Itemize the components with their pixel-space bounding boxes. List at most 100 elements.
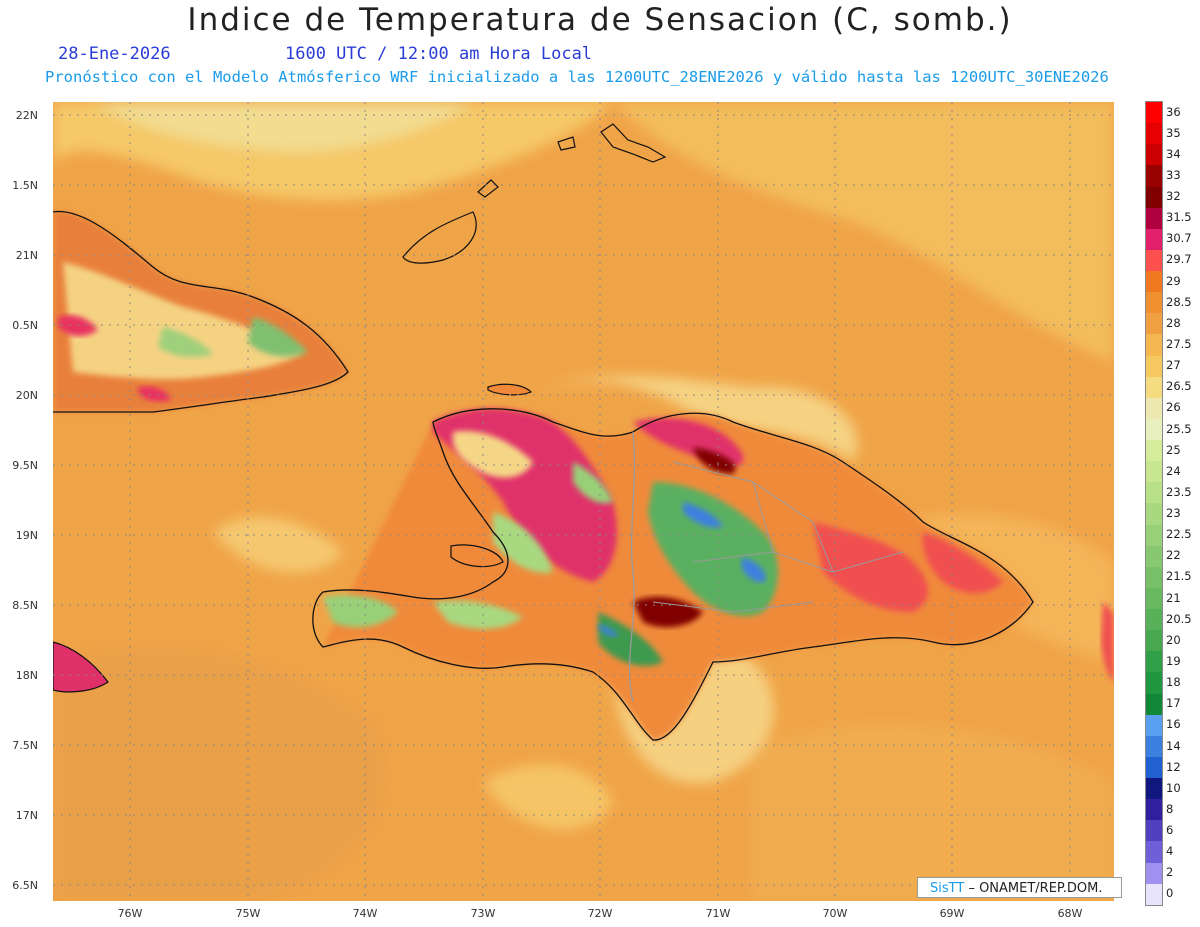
colorbar-label: 34 bbox=[1166, 146, 1181, 161]
forecast-note: Pronóstico con el Modelo Atmósferico WRF… bbox=[45, 68, 1109, 86]
gonave-island bbox=[450, 544, 504, 568]
colorbar-label: 2 bbox=[1166, 865, 1174, 880]
colorbar-swatch bbox=[1146, 820, 1162, 842]
colorbar-swatch bbox=[1146, 397, 1162, 419]
great-inagua-island bbox=[402, 211, 477, 264]
colorbar-swatch bbox=[1146, 249, 1162, 271]
colorbar bbox=[1145, 101, 1163, 906]
colorbar-swatch bbox=[1146, 714, 1162, 736]
colorbar-label: 29 bbox=[1166, 273, 1181, 288]
colorbar-swatch bbox=[1146, 778, 1162, 800]
colorbar-swatch bbox=[1146, 693, 1162, 715]
colorbar-swatch bbox=[1146, 630, 1162, 652]
lat-label: 18N bbox=[15, 669, 38, 682]
colorbar-swatch bbox=[1146, 186, 1162, 208]
colorbar-label: 26 bbox=[1166, 400, 1181, 415]
lon-label: 68W bbox=[1057, 907, 1083, 920]
colorbar-swatch bbox=[1146, 334, 1162, 356]
colorbar-label: 8 bbox=[1166, 801, 1174, 816]
colorbar-swatch bbox=[1146, 418, 1162, 440]
lon-label: 69W bbox=[939, 907, 965, 920]
colorbar-label: 19 bbox=[1166, 653, 1181, 668]
colorbar-swatch bbox=[1146, 355, 1162, 377]
colorbar-label: 22 bbox=[1166, 548, 1181, 563]
colorbar-swatch bbox=[1146, 440, 1162, 462]
colorbar-label: 28 bbox=[1166, 315, 1181, 330]
lat-label: 1.5N bbox=[12, 179, 38, 192]
turks-caicos-island bbox=[600, 123, 667, 163]
colorbar-label: 21.5 bbox=[1166, 569, 1192, 584]
colorbar-label: 10 bbox=[1166, 780, 1181, 795]
colorbar-label: 24 bbox=[1166, 463, 1181, 478]
lat-label: 6.5N bbox=[12, 879, 38, 892]
lat-label: 8.5N bbox=[12, 599, 38, 612]
colorbar-label: 20.5 bbox=[1166, 611, 1192, 626]
lat-label: 0.5N bbox=[12, 319, 38, 332]
colorbar-swatch bbox=[1146, 672, 1162, 694]
lat-label: 19N bbox=[15, 529, 38, 542]
lon-label: 75W bbox=[235, 907, 261, 920]
colorbar-swatch bbox=[1146, 587, 1162, 609]
colorbar-label: 25.5 bbox=[1166, 421, 1192, 436]
colorbar-swatch bbox=[1146, 883, 1162, 905]
time-label: 1600 UTC / 12:00 am Hora Local bbox=[285, 44, 593, 64]
colorbar-swatch bbox=[1146, 313, 1162, 335]
colorbar-label: 14 bbox=[1166, 738, 1181, 753]
jamaica-landmass bbox=[53, 641, 109, 693]
lat-label: 21N bbox=[15, 249, 38, 262]
colorbar-label: 27 bbox=[1166, 358, 1181, 373]
colorbar-swatch bbox=[1146, 503, 1162, 525]
colorbar-label: 23 bbox=[1166, 506, 1181, 521]
cuba-landmass bbox=[53, 210, 349, 413]
heatmap-svg bbox=[53, 102, 1114, 901]
lat-label: 17N bbox=[15, 809, 38, 822]
lon-label: 76W bbox=[117, 907, 143, 920]
credit-text: – ONAMET/REP.DOM. bbox=[968, 881, 1103, 896]
lon-label: 71W bbox=[705, 907, 731, 920]
colorbar-label: 20 bbox=[1166, 632, 1181, 647]
colorbar-swatch bbox=[1146, 524, 1162, 546]
lon-label: 72W bbox=[587, 907, 613, 920]
colorbar-swatch bbox=[1146, 144, 1162, 166]
hispaniola-landmass bbox=[312, 408, 1034, 741]
colorbar-label: 27.5 bbox=[1166, 337, 1192, 351]
sistt-logo: SisTT bbox=[930, 881, 965, 896]
lon-label: 74W bbox=[352, 907, 378, 920]
colorbar-swatch bbox=[1146, 756, 1162, 778]
colorbar-label: 17 bbox=[1166, 696, 1181, 711]
colorbar-swatch bbox=[1146, 461, 1162, 483]
colorbar-label: 18 bbox=[1166, 675, 1181, 690]
puerto-rico-edge bbox=[1101, 602, 1114, 682]
lat-label: 9.5N bbox=[12, 459, 38, 472]
colorbar-swatch bbox=[1146, 862, 1162, 884]
grid-lines bbox=[53, 102, 1114, 901]
colorbar-swatch bbox=[1146, 799, 1162, 821]
colorbar-swatch bbox=[1146, 482, 1162, 504]
map-title: Indice de Temperatura de Sensacion (C, s… bbox=[187, 2, 1013, 38]
colorbar-label: 23.5 bbox=[1166, 484, 1192, 499]
map-area bbox=[53, 102, 1114, 901]
colorbar-label: 25 bbox=[1166, 442, 1181, 457]
colorbar-label: 33 bbox=[1166, 167, 1181, 182]
credit-box: SisTT – ONAMET/REP.DOM. bbox=[917, 877, 1122, 898]
colorbar-swatch bbox=[1146, 566, 1162, 588]
lat-label: 7.5N bbox=[12, 739, 38, 752]
colorbar-label: 6 bbox=[1166, 823, 1174, 838]
colorbar-label: 4 bbox=[1166, 844, 1174, 859]
colorbar-label: 26.5 bbox=[1166, 379, 1192, 394]
lat-label: 22N bbox=[15, 109, 38, 122]
colorbar-swatch bbox=[1146, 292, 1162, 314]
colorbar-swatch bbox=[1146, 841, 1162, 863]
colorbar-swatch bbox=[1146, 376, 1162, 398]
colorbar-swatch bbox=[1146, 271, 1162, 293]
colorbar-swatch bbox=[1146, 228, 1162, 250]
colorbar-swatch bbox=[1146, 102, 1162, 124]
colorbar-label: 32 bbox=[1166, 189, 1181, 204]
colorbar-label: 16 bbox=[1166, 717, 1181, 732]
date-label: 28-Ene-2026 bbox=[58, 44, 171, 64]
colorbar-label: 12 bbox=[1166, 759, 1181, 774]
colorbar-label: 36 bbox=[1166, 104, 1181, 119]
colorbar-label: 28.5 bbox=[1166, 294, 1192, 309]
lon-label: 70W bbox=[822, 907, 848, 920]
colorbar-swatch bbox=[1146, 545, 1162, 567]
